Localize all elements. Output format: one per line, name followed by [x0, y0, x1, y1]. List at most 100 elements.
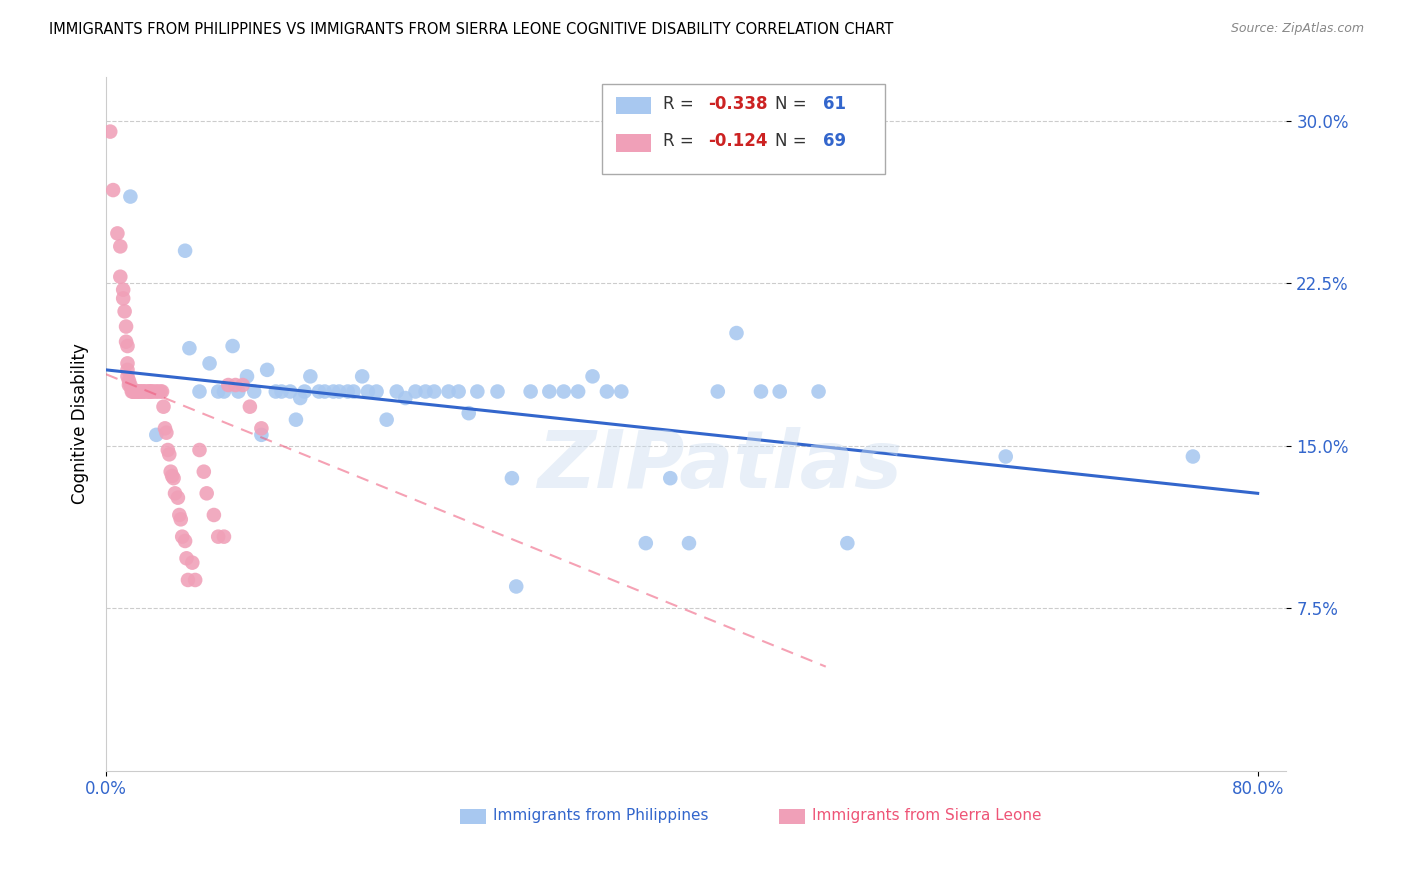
- Point: [131, 384, 153, 399]
- Point: [132, 384, 155, 399]
- Point: [156, 442, 179, 457]
- Point: [437, 384, 460, 399]
- Point: [159, 465, 181, 479]
- Point: [142, 384, 165, 399]
- Point: [135, 384, 157, 399]
- Point: [112, 292, 135, 306]
- Point: [146, 384, 169, 399]
- Point: [567, 384, 589, 399]
- Point: [124, 384, 146, 399]
- Point: [153, 421, 176, 435]
- Bar: [616, 134, 651, 152]
- Point: [117, 339, 139, 353]
- Point: [176, 551, 198, 566]
- Text: -0.338: -0.338: [709, 95, 768, 112]
- Point: [837, 536, 859, 550]
- Point: [385, 384, 408, 399]
- Point: [174, 244, 197, 258]
- Y-axis label: Cognitive Disability: Cognitive Disability: [72, 343, 89, 505]
- Bar: [460, 809, 486, 824]
- Point: [404, 384, 426, 399]
- Text: N =: N =: [775, 95, 813, 112]
- Point: [270, 384, 292, 399]
- Point: [114, 304, 136, 318]
- Point: [423, 384, 446, 399]
- Bar: [779, 809, 804, 824]
- Text: 69: 69: [823, 132, 845, 150]
- Point: [120, 378, 142, 392]
- Point: [610, 384, 633, 399]
- Point: [110, 269, 132, 284]
- Point: [129, 384, 152, 399]
- Point: [188, 384, 211, 399]
- Point: [181, 556, 204, 570]
- Point: [118, 378, 141, 392]
- Point: [342, 384, 364, 399]
- Point: [299, 369, 322, 384]
- Point: [447, 384, 470, 399]
- Point: [678, 536, 700, 550]
- Point: [172, 530, 194, 544]
- Point: [228, 384, 250, 399]
- Point: [179, 341, 201, 355]
- Point: [501, 471, 523, 485]
- Point: [415, 384, 437, 399]
- Point: [121, 383, 143, 397]
- Point: [127, 384, 149, 399]
- Point: [167, 491, 190, 505]
- Point: [486, 384, 509, 399]
- Text: N =: N =: [775, 132, 813, 150]
- Point: [357, 384, 380, 399]
- Point: [519, 384, 541, 399]
- Point: [134, 384, 156, 399]
- Point: [121, 384, 143, 399]
- Point: [769, 384, 792, 399]
- Point: [162, 471, 184, 485]
- Point: [322, 384, 344, 399]
- Bar: [616, 96, 651, 114]
- Text: ZIPatlas: ZIPatlas: [537, 426, 903, 505]
- Point: [232, 378, 254, 392]
- Point: [243, 384, 266, 399]
- Text: R =: R =: [664, 132, 699, 150]
- Point: [155, 425, 177, 440]
- Point: [117, 363, 139, 377]
- Point: [128, 384, 150, 399]
- Point: [212, 384, 235, 399]
- Point: [193, 465, 215, 479]
- Point: [152, 400, 174, 414]
- Point: [149, 384, 172, 399]
- Point: [110, 239, 132, 253]
- Text: IMMIGRANTS FROM PHILIPPINES VS IMMIGRANTS FROM SIERRA LEONE COGNITIVE DISABILITY: IMMIGRANTS FROM PHILIPPINES VS IMMIGRANT…: [49, 22, 894, 37]
- Point: [127, 384, 149, 399]
- Point: [184, 573, 207, 587]
- Point: [290, 391, 312, 405]
- Point: [212, 530, 235, 544]
- Point: [115, 319, 138, 334]
- Point: [749, 384, 772, 399]
- Point: [101, 183, 124, 197]
- Point: [118, 374, 141, 388]
- Point: [138, 384, 160, 399]
- Point: [336, 384, 359, 399]
- Point: [207, 530, 229, 544]
- Point: [707, 384, 730, 399]
- Point: [107, 227, 129, 241]
- Point: [308, 384, 330, 399]
- Point: [169, 508, 191, 522]
- FancyBboxPatch shape: [602, 85, 886, 175]
- Point: [250, 427, 273, 442]
- Point: [160, 469, 183, 483]
- Point: [120, 189, 142, 203]
- Point: [278, 384, 301, 399]
- Point: [122, 384, 145, 399]
- Point: [538, 384, 561, 399]
- Text: 61: 61: [823, 95, 845, 112]
- Point: [394, 391, 416, 405]
- Point: [117, 356, 139, 370]
- Point: [207, 384, 229, 399]
- Point: [467, 384, 489, 399]
- Point: [217, 378, 239, 392]
- Point: [659, 471, 682, 485]
- Point: [807, 384, 830, 399]
